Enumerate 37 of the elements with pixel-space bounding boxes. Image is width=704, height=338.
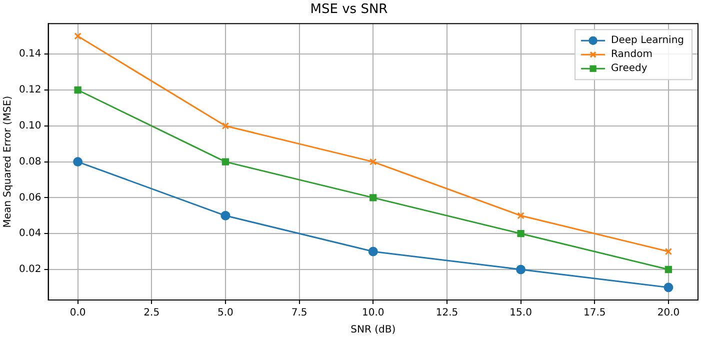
point <box>370 158 377 166</box>
x-tick-label: 12.5 <box>436 308 458 319</box>
point <box>664 282 674 292</box>
point <box>370 194 377 202</box>
y-axis-title: Mean Squared Error (MSE) <box>2 96 14 228</box>
point <box>664 266 672 274</box>
x-tick-label: 7.5 <box>291 308 308 319</box>
point <box>74 86 82 94</box>
x-tick-label: 5.0 <box>218 308 234 319</box>
point <box>368 246 378 256</box>
point <box>222 122 230 130</box>
point <box>517 212 524 220</box>
legend-label: Random <box>611 49 652 60</box>
x-tick-label: 2.5 <box>144 308 160 319</box>
legend-label: Deep Learning <box>611 35 684 46</box>
x-tick-label: 15.0 <box>510 308 532 319</box>
y-tick-label: 0.08 <box>19 156 42 168</box>
x-tick-label: 10.0 <box>362 308 384 319</box>
legend-label: Greedy <box>611 63 648 74</box>
y-tick-label: 0.02 <box>19 264 42 276</box>
x-tick-label: 17.5 <box>584 308 606 319</box>
y-tick-label: 0.14 <box>19 48 42 60</box>
x-tick-label: 20.0 <box>657 308 680 319</box>
point <box>220 210 230 220</box>
y-tick-label: 0.10 <box>19 120 42 132</box>
point <box>73 157 83 167</box>
point <box>222 158 230 166</box>
x-tick-label: 0.0 <box>70 308 86 319</box>
point <box>74 32 82 40</box>
y-tick-label: 0.04 <box>19 228 42 240</box>
y-tick-label: 0.12 <box>19 84 42 96</box>
point <box>664 248 672 256</box>
x-axis-title: SNR (dB) <box>350 324 396 336</box>
point <box>517 230 524 238</box>
y-tick-label: 0.06 <box>19 192 42 204</box>
chart-title: MSE vs SNR <box>310 2 388 18</box>
point <box>516 264 526 274</box>
